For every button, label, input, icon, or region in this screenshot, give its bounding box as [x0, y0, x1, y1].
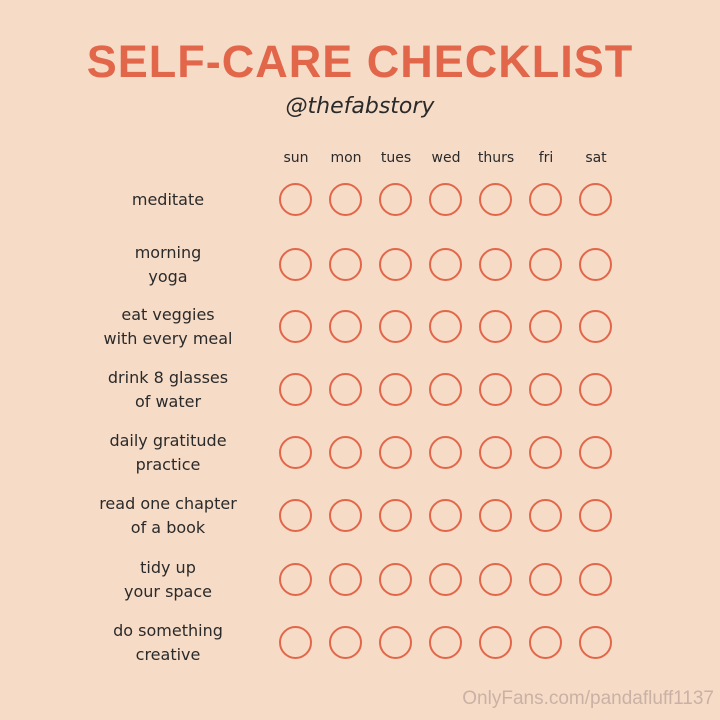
checkbox-circle-wed[interactable]	[429, 248, 462, 281]
day-header-mon: mon	[330, 150, 362, 166]
checkbox-circle-thurs[interactable]	[479, 626, 512, 659]
task-label: read one chapter of a book	[78, 492, 258, 540]
task-label-line2: your space	[124, 582, 212, 601]
day-header-tues: tues	[380, 150, 412, 166]
checkbox-circle-wed[interactable]	[429, 626, 462, 659]
task-label-line1: daily gratitude	[109, 431, 227, 450]
task-label-line1: eat veggies	[121, 305, 215, 324]
task-label-line2: yoga	[148, 267, 188, 286]
task-label: daily gratitude practice	[78, 429, 258, 477]
checkbox-circle-fri[interactable]	[529, 563, 562, 596]
checkbox-circle-mon[interactable]	[329, 563, 362, 596]
checkbox-circle-wed[interactable]	[429, 499, 462, 532]
checkbox-circle-thurs[interactable]	[479, 183, 512, 216]
day-header-thurs: thurs	[477, 150, 515, 166]
day-header-sun: sun	[283, 150, 309, 166]
checkbox-circle-thurs[interactable]	[479, 499, 512, 532]
checkbox-circle-fri[interactable]	[529, 436, 562, 469]
checkbox-circle-tues[interactable]	[379, 373, 412, 406]
watermark: OnlyFans.com/pandafluff1137	[462, 688, 714, 709]
checkbox-circle-sun[interactable]	[279, 248, 312, 281]
checkbox-circle-wed[interactable]	[429, 563, 462, 596]
page-title: SELF-CARE CHECKLIST	[86, 36, 634, 87]
checkbox-circle-tues[interactable]	[379, 436, 412, 469]
day-header-fri: fri	[538, 150, 554, 166]
task-label-line1: meditate	[131, 190, 205, 209]
task-label-line1: drink 8 glasses	[107, 368, 229, 387]
checkbox-circle-sun[interactable]	[279, 499, 312, 532]
checkbox-circle-wed[interactable]	[429, 373, 462, 406]
task-label: meditate	[78, 188, 258, 212]
day-header-sat: sat	[585, 150, 607, 166]
checkbox-circle-mon[interactable]	[329, 373, 362, 406]
checkbox-circle-thurs[interactable]	[479, 436, 512, 469]
checkbox-circle-sun[interactable]	[279, 626, 312, 659]
checkbox-circle-tues[interactable]	[379, 183, 412, 216]
checkbox-circle-sat[interactable]	[579, 626, 612, 659]
checkbox-circle-sat[interactable]	[579, 499, 612, 532]
checkbox-circle-sat[interactable]	[579, 373, 612, 406]
checkbox-circle-fri[interactable]	[529, 310, 562, 343]
checkbox-circle-wed[interactable]	[429, 436, 462, 469]
checkbox-circle-mon[interactable]	[329, 436, 362, 469]
task-label-line2: creative	[135, 645, 201, 664]
checkbox-circle-sun[interactable]	[279, 310, 312, 343]
checkbox-circle-sun[interactable]	[279, 373, 312, 406]
checkbox-circle-fri[interactable]	[529, 183, 562, 216]
checkbox-circle-wed[interactable]	[429, 183, 462, 216]
task-label: eat veggies with every meal	[78, 303, 258, 351]
checkbox-circle-fri[interactable]	[529, 248, 562, 281]
checkbox-circle-mon[interactable]	[329, 183, 362, 216]
checkbox-circle-mon[interactable]	[329, 626, 362, 659]
checkbox-circle-wed[interactable]	[429, 310, 462, 343]
checkbox-circle-thurs[interactable]	[479, 310, 512, 343]
task-label: do something creative	[78, 619, 258, 667]
checkbox-circle-tues[interactable]	[379, 563, 412, 596]
task-label-line1: read one chapter	[99, 494, 237, 513]
checkbox-circle-thurs[interactable]	[479, 563, 512, 596]
checkbox-circle-sun[interactable]	[279, 563, 312, 596]
checkbox-circle-thurs[interactable]	[479, 248, 512, 281]
checkbox-circle-tues[interactable]	[379, 248, 412, 281]
task-label-line1: tidy up	[140, 558, 196, 577]
day-header-wed: wed	[431, 150, 461, 166]
checkbox-circle-mon[interactable]	[329, 310, 362, 343]
checkbox-circle-tues[interactable]	[379, 499, 412, 532]
checkbox-circle-thurs[interactable]	[479, 373, 512, 406]
checkbox-circle-tues[interactable]	[379, 626, 412, 659]
task-label-line2: practice	[135, 455, 201, 474]
task-label-line1: morning	[134, 243, 202, 262]
checkbox-circle-fri[interactable]	[529, 626, 562, 659]
task-label: drink 8 glasses of water	[78, 366, 258, 414]
task-label-line1: do something	[113, 621, 223, 640]
checkbox-circle-sat[interactable]	[579, 436, 612, 469]
task-label: tidy up your space	[78, 556, 258, 604]
checkbox-circle-mon[interactable]	[329, 248, 362, 281]
task-label: morning yoga	[78, 241, 258, 289]
checkbox-circle-fri[interactable]	[529, 499, 562, 532]
checkbox-circle-sun[interactable]	[279, 183, 312, 216]
author-handle: @thefabstory	[285, 94, 435, 119]
checkbox-circle-fri[interactable]	[529, 373, 562, 406]
checkbox-circle-sat[interactable]	[579, 183, 612, 216]
checkbox-circle-sat[interactable]	[579, 248, 612, 281]
task-label-line2: with every meal	[103, 329, 233, 348]
checkbox-circle-sun[interactable]	[279, 436, 312, 469]
task-label-line2: of water	[134, 392, 202, 411]
checkbox-circle-mon[interactable]	[329, 499, 362, 532]
task-label-line2: of a book	[130, 518, 206, 537]
checkbox-circle-sat[interactable]	[579, 310, 612, 343]
checkbox-circle-tues[interactable]	[379, 310, 412, 343]
checkbox-circle-sat[interactable]	[579, 563, 612, 596]
